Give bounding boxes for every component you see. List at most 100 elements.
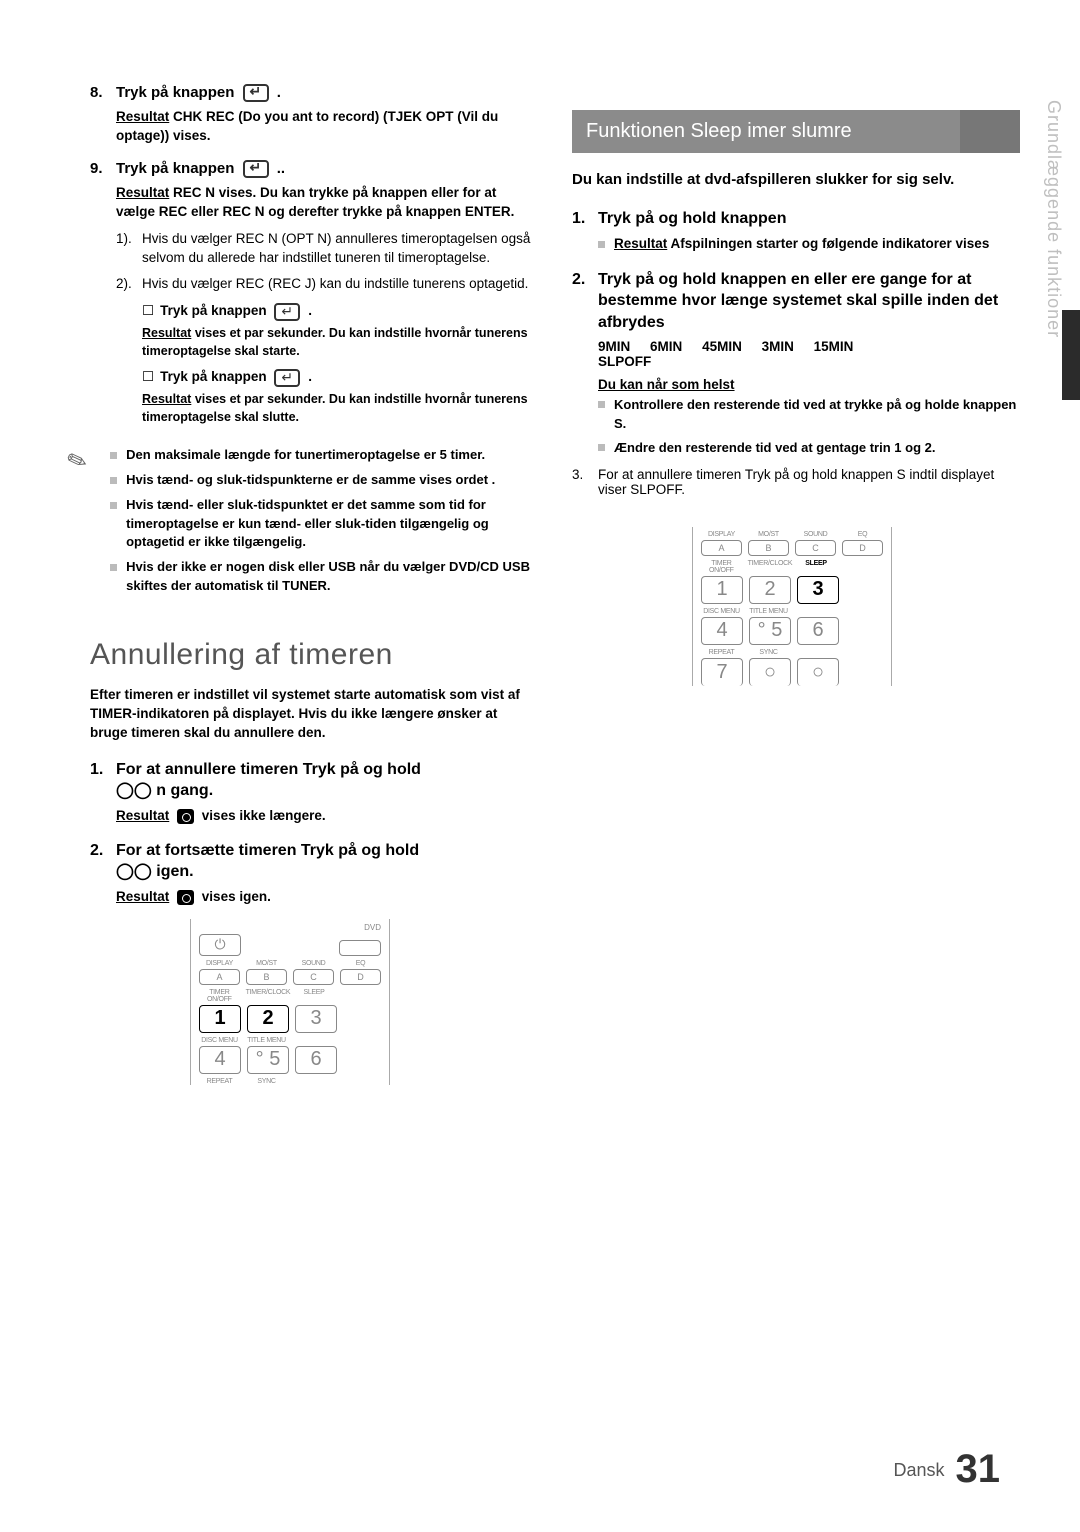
remote-btn: D: [340, 969, 381, 985]
remote-btn-highlight: 3: [797, 576, 839, 604]
side-black-tab: [1062, 310, 1080, 400]
resultat-label: Resultat: [614, 236, 667, 251]
remote-btn: 4: [199, 1046, 241, 1074]
remote-btn: ° 5: [247, 1046, 289, 1074]
remote-label: TIMER ON/OFF: [701, 560, 742, 574]
remote-diagram-right: DISPLAY MO/ST SOUND EQ A B C D TIMER ON/…: [692, 527, 892, 686]
time-opt: 6MIN: [650, 339, 682, 354]
resultat-label: Resultat: [142, 326, 191, 340]
sleep-step-3: 3. For at annullere timeren Tryk på og h…: [572, 467, 1020, 497]
remote-btn: A: [199, 969, 240, 985]
sleep-1-sub-text: Afspilningen starter og følgende indikat…: [671, 236, 990, 251]
power-icon: ⏻: [199, 934, 241, 956]
remote-label: TIMER/CLOCK: [748, 560, 790, 574]
right-intro: Du kan indstille at dvd-afspilleren sluk…: [572, 169, 1020, 190]
remote-btn: ○: [797, 658, 839, 686]
time-opt: 3MIN: [762, 339, 794, 354]
annul-1-result-text: vises ikke længere.: [202, 808, 326, 823]
resultat-label: Resultat: [116, 109, 169, 124]
sub-step-2-tail: .: [308, 369, 312, 384]
left-column: 8. Tryk på knappen . Resultat CHK REC (D…: [90, 70, 538, 1085]
sublist-1: 1). Hvis du vælger REC N (OPT N) annulle…: [116, 230, 538, 268]
step-8-text: Tryk på knappen .: [116, 84, 538, 102]
note-1: Den maksimale længde for tunertimeroptag…: [110, 446, 538, 465]
remote-label: MO/ST: [246, 960, 287, 967]
remote-btn: 1: [701, 576, 743, 604]
sleep-3-text: For at annullere timeren Tryk på og hold…: [598, 467, 1020, 497]
anytime-item: Ændre den resterende tid ved at gentage …: [598, 439, 1020, 457]
remote-btn: 6: [797, 617, 839, 645]
enter-icon: [243, 84, 269, 102]
step-9-sublist: 1). Hvis du vælger REC N (OPT N) annulle…: [116, 230, 538, 426]
step-9-tail: ..: [277, 160, 285, 177]
resultat-label: Resultat: [116, 185, 169, 200]
side-tab-label: Grundlæggende funktioner: [1043, 100, 1064, 338]
section-header-bar: Funktionen Sleep imer slumre: [572, 110, 1020, 153]
annul-2-result: Resultat vises igen.: [116, 889, 538, 905]
anytime-item: Kontrollere den resterende tid ved at tr…: [598, 396, 1020, 432]
time-opt: 9MIN: [598, 339, 630, 354]
remote-label: REPEAT: [199, 1078, 240, 1085]
resultat-label: Resultat: [116, 808, 169, 823]
enter-icon: [274, 369, 300, 387]
note-2: Hvis tænd- og sluk-tidspunkterne er de s…: [110, 471, 538, 490]
step-9-text: Tryk på knappen ..: [116, 160, 538, 178]
remote-btn: A: [701, 540, 742, 556]
sleep-1-text: Tryk på og hold knappen: [598, 208, 786, 230]
annul-1-result: Resultat vises ikke længere.: [116, 808, 538, 824]
remote-btn: 7: [701, 658, 743, 686]
enter-icon: [274, 303, 300, 321]
remote-btn: C: [795, 540, 836, 556]
remote-btn-highlight: 2: [247, 1005, 289, 1033]
sub-step-1-tail: .: [308, 303, 312, 318]
footer-page-number: 31: [956, 1447, 1001, 1491]
time-opt: 15MIN: [814, 339, 854, 354]
resultat-label: Resultat: [142, 392, 191, 406]
remote-btn: 4: [701, 617, 743, 645]
remote-label: SLEEP: [294, 989, 335, 1003]
remote-label: SYNC: [748, 649, 789, 656]
remote-diagram-left: DVD ⏻ DISPLAY MO/ST SOUND EQ A B C D TIM…: [190, 919, 390, 1085]
annul-step-2: 2. For at fortsætte timeren Tryk på og h…: [90, 840, 538, 883]
sleep-1-sub: Resultat Afspilningen starter og følgend…: [598, 236, 1020, 251]
annul-1-text: For at annullere timeren Tryk på og hold: [116, 761, 421, 778]
time-opt: SLPOFF: [598, 354, 651, 369]
step-8-result: Resultat CHK REC (Do you ant to record) …: [116, 108, 538, 146]
remote-label: TITLE MENU: [748, 608, 789, 615]
note-4: Hvis der ikke er nogen disk eller USB nå…: [110, 558, 538, 596]
remote-btn: B: [748, 540, 789, 556]
step-9-result: Resultat REC N vises. Du kan trykke på k…: [116, 184, 538, 222]
remote-label: DISC MENU: [701, 608, 742, 615]
time-opt: 45MIN: [702, 339, 742, 354]
sleep-2-num: 2.: [572, 269, 598, 334]
clock-icon: [177, 890, 194, 905]
annul-1-num: 1.: [90, 759, 116, 802]
sub-step-1: ☐Tryk på knappen . Resultat vises et par…: [142, 302, 538, 360]
annul-2-tail: igen.: [156, 863, 193, 880]
remote-label: DISPLAY: [701, 531, 742, 538]
sub-step-1-result: vises et par sekunder. Du kan indstille …: [142, 326, 528, 358]
sleep-step-1: 1. Tryk på og hold knappen: [572, 208, 1020, 230]
step-8: 8. Tryk på knappen .: [90, 84, 538, 102]
annul-2-text: For at fortsætte timeren Tryk på og hold: [116, 842, 419, 859]
anytime-label: Du kan når som helst: [598, 377, 1020, 392]
sub-step-2-result: vises et par sekunder. Du kan indstille …: [142, 392, 528, 424]
remote-btn: C: [293, 969, 334, 985]
step-8-tail: .: [277, 84, 281, 101]
remote-label: MO/ST: [748, 531, 789, 538]
remote-btn: ° 5: [749, 617, 791, 645]
step-9-label: Tryk på knappen: [116, 160, 234, 177]
remote-label: TIMER/CLOCK: [246, 989, 288, 1003]
remote-label: TITLE MENU: [246, 1037, 287, 1044]
sublist-1-idx: 1).: [116, 230, 142, 268]
remote-btn: [339, 940, 381, 956]
remote-dvd-label: DVD: [199, 923, 381, 932]
resultat-label: Resultat: [116, 889, 169, 904]
section-title: Annullering af timeren: [90, 638, 538, 672]
remote-label: DISC MENU: [199, 1037, 240, 1044]
remote-label: SOUND: [293, 960, 334, 967]
step-9-num: 9.: [90, 160, 116, 177]
remote-label: TIMER ON/OFF: [199, 989, 240, 1003]
sublist-1-text: Hvis du vælger REC N (OPT N) annulleres …: [142, 230, 538, 268]
page-footer: Dansk 31: [893, 1447, 1000, 1492]
